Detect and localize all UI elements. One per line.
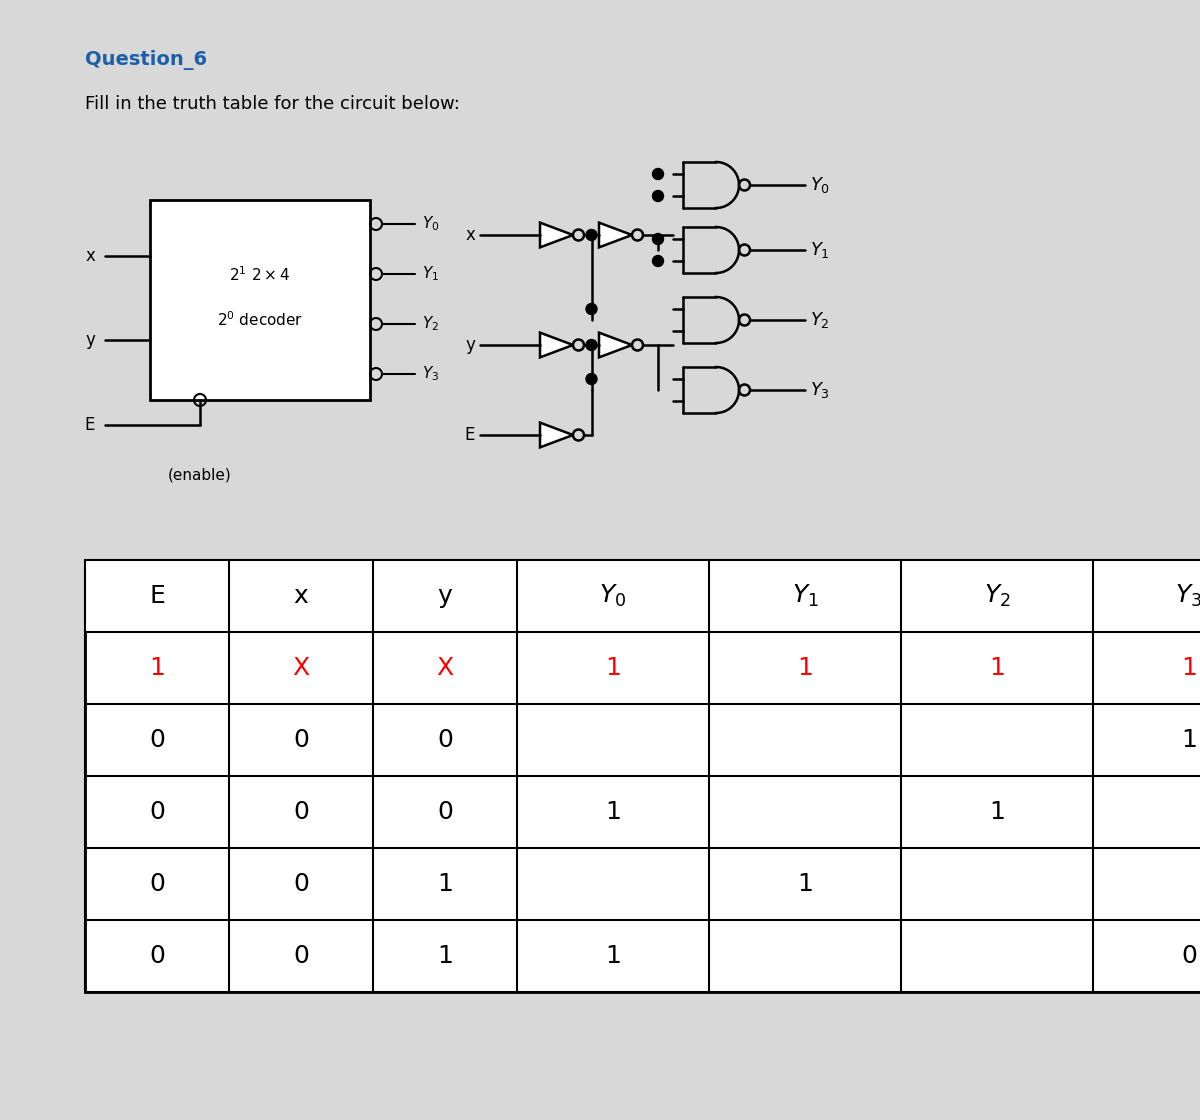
- Text: 0: 0: [437, 728, 452, 752]
- Text: $Y_3$: $Y_3$: [810, 380, 830, 400]
- Text: y: y: [85, 332, 95, 349]
- Text: 0: 0: [1181, 944, 1196, 968]
- Circle shape: [653, 255, 664, 267]
- Text: 1: 1: [437, 872, 452, 896]
- Circle shape: [653, 190, 664, 202]
- Text: 0: 0: [149, 872, 164, 896]
- Text: 1: 1: [989, 800, 1004, 824]
- Text: x: x: [294, 584, 308, 608]
- Text: 0: 0: [293, 728, 308, 752]
- Text: 0: 0: [293, 800, 308, 824]
- Text: y: y: [466, 336, 475, 354]
- Circle shape: [586, 373, 598, 384]
- Text: y: y: [438, 584, 452, 608]
- Text: $Y_0$: $Y_0$: [600, 582, 626, 609]
- Text: Fill in the truth table for the circuit below:: Fill in the truth table for the circuit …: [85, 95, 460, 113]
- Text: $Y_0$: $Y_0$: [422, 215, 439, 233]
- Text: 1: 1: [149, 656, 164, 680]
- Polygon shape: [599, 223, 632, 248]
- Text: $Y_3$: $Y_3$: [422, 365, 439, 383]
- Text: x: x: [85, 248, 95, 265]
- Text: $Y_2$: $Y_2$: [984, 582, 1010, 609]
- Text: $Y_1$: $Y_1$: [422, 264, 439, 283]
- Text: 0: 0: [149, 944, 164, 968]
- Text: E: E: [149, 584, 164, 608]
- Text: E: E: [85, 416, 95, 435]
- Polygon shape: [540, 422, 574, 447]
- Text: 1: 1: [1181, 656, 1196, 680]
- Polygon shape: [599, 333, 632, 357]
- Text: 0: 0: [149, 800, 164, 824]
- Text: $Y_0$: $Y_0$: [810, 175, 830, 195]
- Text: 1: 1: [797, 872, 812, 896]
- Circle shape: [653, 233, 664, 244]
- Text: (enable): (enable): [168, 467, 232, 482]
- Text: 0: 0: [149, 728, 164, 752]
- Text: 1: 1: [605, 944, 620, 968]
- Polygon shape: [540, 333, 574, 357]
- Text: 0: 0: [293, 944, 308, 968]
- Text: x: x: [466, 226, 475, 244]
- Text: Question_6: Question_6: [85, 50, 208, 69]
- Text: $2^0$ decoder: $2^0$ decoder: [217, 310, 304, 329]
- Text: $Y_2$: $Y_2$: [810, 310, 829, 330]
- Polygon shape: [540, 223, 574, 248]
- Text: $Y_3$: $Y_3$: [1176, 582, 1200, 609]
- Text: X: X: [293, 656, 310, 680]
- Text: 1: 1: [797, 656, 812, 680]
- Text: $Y_2$: $Y_2$: [422, 315, 439, 334]
- Bar: [85, 560, 1200, 632]
- Text: $Y_1$: $Y_1$: [792, 582, 818, 609]
- Text: 1: 1: [605, 656, 620, 680]
- Text: 0: 0: [437, 800, 452, 824]
- Text: 0: 0: [293, 872, 308, 896]
- Text: 1: 1: [437, 944, 452, 968]
- Text: $Y_1$: $Y_1$: [810, 240, 830, 260]
- Circle shape: [586, 230, 598, 241]
- Text: $2^1\ 2\times4$: $2^1\ 2\times4$: [229, 265, 290, 284]
- Bar: [150, 200, 370, 400]
- Circle shape: [586, 339, 598, 351]
- Text: 1: 1: [605, 800, 620, 824]
- Text: E: E: [464, 426, 475, 444]
- Circle shape: [586, 304, 598, 315]
- Circle shape: [653, 168, 664, 179]
- Text: 1: 1: [989, 656, 1004, 680]
- Text: 1: 1: [1181, 728, 1196, 752]
- Bar: [85, 560, 1200, 992]
- Text: X: X: [437, 656, 454, 680]
